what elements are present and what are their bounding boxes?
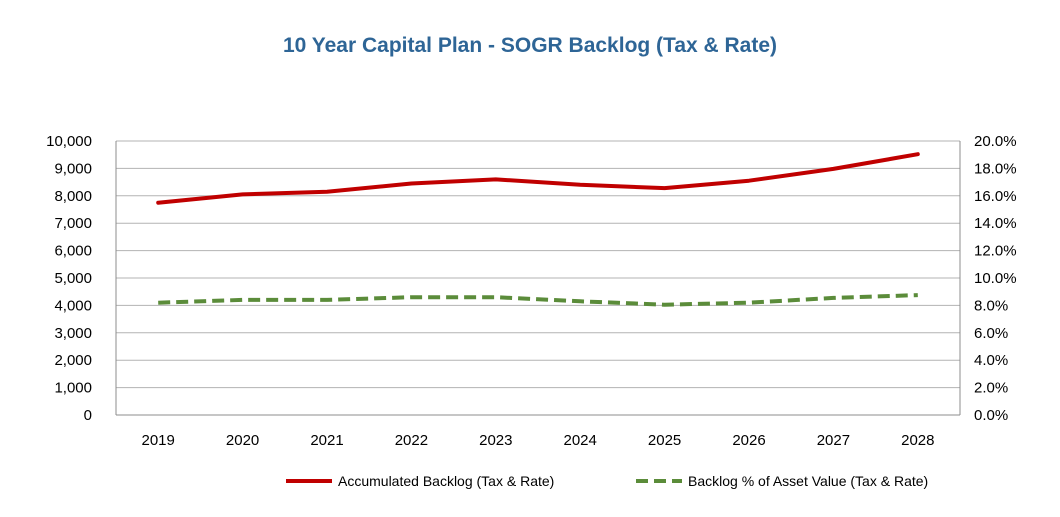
x-tick-label: 2023 (479, 432, 512, 449)
x-tick-label: 2021 (310, 432, 343, 449)
right-tick-label: 20.0% (974, 133, 1017, 150)
left-tick-label: 5,000 (54, 270, 92, 287)
left-tick-label: 1,000 (54, 380, 92, 397)
x-tick-label: 2026 (732, 432, 765, 449)
x-tick-label: 2027 (817, 432, 850, 449)
right-tick-label: 12.0% (974, 243, 1017, 260)
left-tick-label: 3,000 (54, 325, 92, 342)
x-tick-label: 2019 (142, 432, 175, 449)
series-lines (156, 152, 920, 307)
x-tick-label: 2024 (564, 432, 597, 449)
x-tick-label: 2025 (648, 432, 681, 449)
left-tick-label: 7,000 (54, 215, 92, 232)
x-tick-label: 2028 (901, 432, 934, 449)
left-axis-ticks: 0 1,000 2,000 3,000 4,000 5,000 6,000 7,000 8,00… (46, 133, 92, 424)
left-tick-label: 8,000 (54, 188, 92, 205)
right-tick-label: 14.0% (974, 215, 1017, 232)
grid-lines (115, 140, 961, 416)
left-tick-label: 6,000 (54, 243, 92, 260)
right-tick-label: 10.0% (974, 270, 1017, 287)
legend-label: Backlog % of Asset Value (Tax & Rate) (688, 473, 928, 489)
series-line-1 (156, 152, 920, 205)
legend: Accumulated Backlog (Tax & Rate) Backlog … (286, 473, 928, 489)
right-tick-label: 2.0% (974, 380, 1008, 397)
x-tick-label: 2020 (226, 432, 259, 449)
left-tick-label: 2,000 (54, 352, 92, 369)
right-axis-ticks: 0.0% 2.0% 4.0% 6.0% 8.0% 10.0% 12.0% 14.0% 16.0%… (974, 133, 1017, 424)
x-tick-label: 2022 (395, 432, 428, 449)
right-tick-label: 16.0% (974, 188, 1017, 205)
right-tick-label: 0.0% (974, 407, 1008, 424)
series-line-2 (158, 293, 918, 307)
left-tick-label: 10,000 (46, 133, 92, 150)
right-tick-label: 8.0% (974, 297, 1008, 314)
legend-label: Accumulated Backlog (Tax & Rate) (338, 473, 554, 489)
right-tick-label: 4.0% (974, 352, 1008, 369)
x-axis-ticks: 2019 2020 2021 2022 2023 2024 2025 2026 2027 2028 (142, 432, 935, 449)
left-tick-label: 0 (84, 407, 92, 424)
left-tick-label: 9,000 (54, 160, 92, 177)
right-tick-label: 18.0% (974, 160, 1017, 177)
chart-title: 10 Year Capital Plan - SOGR Backlog (Tax… (282, 34, 778, 57)
left-tick-label: 4,000 (54, 297, 92, 314)
right-tick-label: 6.0% (974, 325, 1008, 342)
